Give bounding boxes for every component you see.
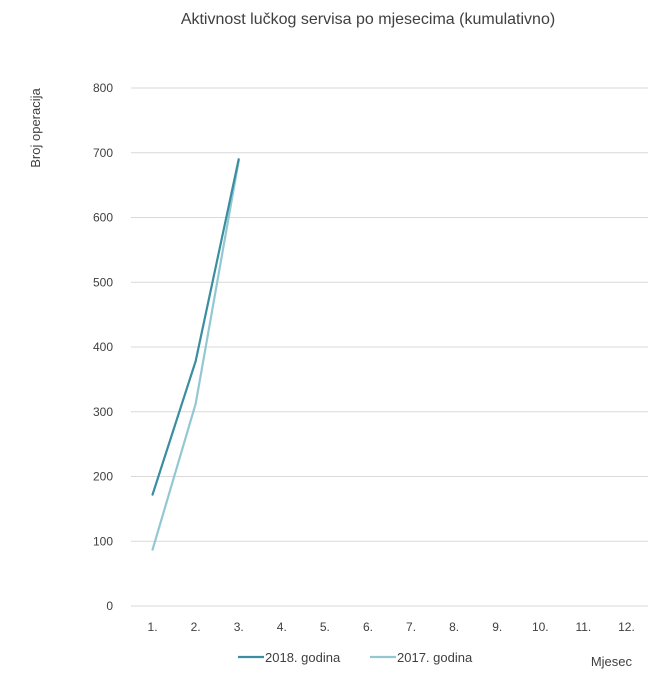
x-tick-4: 4. bbox=[277, 620, 287, 634]
y-tick-0: 0 bbox=[106, 599, 113, 613]
x-tick-7: 7. bbox=[406, 620, 416, 634]
x-tick-1: 1. bbox=[148, 620, 158, 634]
x-tick-2: 2. bbox=[191, 620, 201, 634]
y-axis-label: Broj operacija bbox=[28, 87, 43, 167]
series-line-2 bbox=[151, 159, 240, 551]
legend-label-1: 2018. godina bbox=[265, 650, 341, 665]
y-tick-500: 500 bbox=[93, 275, 113, 289]
x-tick-labels: 1. 2. 3. 4. 5. 6. 7. 8. 9. 10. 11. 12. bbox=[148, 620, 635, 634]
x-tick-3: 3. bbox=[234, 620, 244, 634]
y-tick-600: 600 bbox=[93, 211, 113, 225]
series-line-1 bbox=[151, 158, 240, 496]
y-tick-labels: 0 100 200 300 400 500 600 700 800 bbox=[93, 81, 113, 613]
legend-label-2: 2017. godina bbox=[397, 650, 473, 665]
x-tick-12: 12. bbox=[618, 620, 635, 634]
series-lines bbox=[151, 158, 240, 551]
x-tick-9: 9. bbox=[492, 620, 502, 634]
x-tick-5: 5. bbox=[320, 620, 330, 634]
y-tick-300: 300 bbox=[93, 405, 113, 419]
x-tick-6: 6. bbox=[363, 620, 373, 634]
x-tick-10: 10. bbox=[532, 620, 549, 634]
gridlines bbox=[131, 87, 648, 607]
y-tick-200: 200 bbox=[93, 470, 113, 484]
x-tick-11: 11. bbox=[575, 620, 591, 634]
y-tick-700: 700 bbox=[93, 146, 113, 160]
y-tick-400: 400 bbox=[93, 340, 113, 354]
y-tick-100: 100 bbox=[93, 534, 113, 548]
chart-title: Aktivnost lučkog servisa po mjesecima (k… bbox=[181, 11, 555, 28]
legend: 2018. godina 2017. godina bbox=[238, 650, 473, 665]
y-tick-800: 800 bbox=[93, 81, 113, 95]
x-axis-label: Mjesec bbox=[591, 654, 633, 669]
x-tick-8: 8. bbox=[449, 620, 459, 634]
